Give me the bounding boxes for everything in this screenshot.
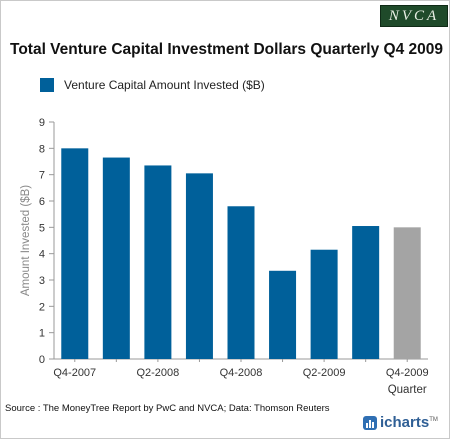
- bar-q4-2007: [61, 148, 89, 359]
- icharts-bar-icon: [363, 415, 377, 430]
- y-tick-label: 1: [39, 328, 45, 340]
- x-axis-title: Quarter: [388, 384, 427, 396]
- bar-q4-2008: [227, 206, 255, 359]
- icharts-logo[interactable]: ichartsTM: [363, 414, 438, 431]
- source-note: Source : The MoneyTree Report by PwC and…: [5, 403, 330, 414]
- x-tick-label: Q2-2009: [303, 367, 346, 379]
- chart-legend: Venture Capital Amount Invested ($B): [40, 77, 265, 93]
- nvca-logo: NVCA: [380, 5, 448, 27]
- y-tick-label: 0: [39, 354, 45, 366]
- bar-q3-2009: [352, 226, 380, 359]
- legend-label: Venture Capital Amount Invested ($B): [64, 78, 265, 92]
- y-tick-label: 4: [39, 249, 45, 261]
- x-tick-label: Q4-2007: [53, 367, 96, 379]
- y-tick-label: 5: [39, 222, 45, 234]
- x-tick-label: Q4-2008: [220, 367, 263, 379]
- y-tick-label: 6: [39, 196, 45, 208]
- y-tick-label: 7: [39, 170, 45, 182]
- bar-q1-2009: [269, 270, 297, 359]
- x-tick-label: Q2-2008: [136, 367, 179, 379]
- y-tick-label: 2: [39, 301, 45, 313]
- y-tick-label: 3: [39, 275, 45, 287]
- bar-q2-2009: [310, 249, 338, 359]
- bar-q2-2008: [144, 165, 172, 359]
- bar-q3-2008: [185, 173, 213, 359]
- x-tick-label: Q4-2009: [386, 367, 429, 379]
- y-axis-title: Amount Invested ($B): [20, 185, 32, 296]
- chart-title: Total Venture Capital Investment Dollars…: [10, 41, 444, 58]
- bar-q1-2008: [102, 157, 130, 359]
- bar-q4-2009: [393, 227, 421, 359]
- legend-swatch: [40, 78, 54, 92]
- y-tick-label: 8: [39, 143, 45, 155]
- y-tick-label: 9: [39, 117, 45, 129]
- icharts-wordmark: ichartsTM: [380, 414, 438, 431]
